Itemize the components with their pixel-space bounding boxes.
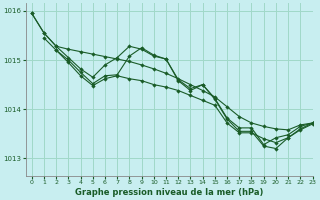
X-axis label: Graphe pression niveau de la mer (hPa): Graphe pression niveau de la mer (hPa) [75, 188, 263, 197]
